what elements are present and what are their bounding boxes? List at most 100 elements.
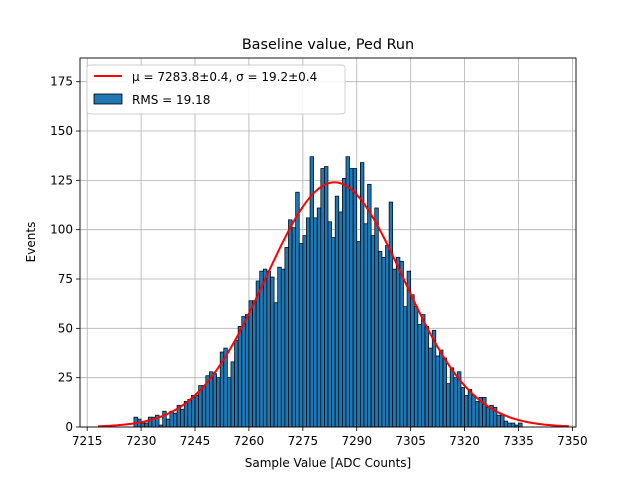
gaussian-fit (97, 181, 569, 428)
histogram-bar (259, 270, 264, 428)
x-tick-label: 7350 (557, 434, 588, 448)
histogram-bar (342, 178, 347, 428)
histogram-bar (446, 383, 451, 428)
histogram-bar (313, 217, 318, 428)
x-tick-label: 7260 (234, 434, 265, 448)
histogram-bar (291, 227, 297, 428)
histogram-bar (510, 422, 516, 428)
x-axis-label: Sample Value [ADC Counts] (245, 456, 411, 470)
histogram-bar (252, 300, 257, 428)
histogram-bar (500, 414, 505, 428)
histogram-bar (266, 270, 271, 428)
histogram-bar (421, 314, 426, 428)
legend: μ = 7283.8±0.4, σ = 19.2±0.4 RMS = 19.18 (86, 64, 346, 115)
histogram-bar (392, 268, 397, 428)
histogram-bar (201, 385, 207, 428)
histogram-bar (187, 399, 192, 428)
fit-curve (97, 181, 569, 428)
histogram-bar (410, 294, 415, 428)
histogram-bar (349, 168, 354, 428)
legend-frame (86, 64, 346, 115)
histogram-bar (316, 207, 322, 428)
y-tick-label: 75 (58, 272, 73, 286)
histogram-bar (140, 422, 146, 428)
histogram-bar (356, 241, 361, 428)
y-axis-label: Events (24, 222, 38, 263)
x-tick-label: 7245 (180, 434, 211, 448)
plot-area-frame (79, 57, 577, 428)
histogram-bar (442, 357, 447, 428)
histogram-bar (212, 373, 217, 428)
histogram-bar (413, 306, 419, 428)
y-tick-label: 175 (50, 75, 73, 89)
histogram-bar (367, 183, 372, 428)
histogram-bar (173, 412, 178, 428)
x-tick-label: 7230 (126, 434, 157, 448)
histogram-bar (298, 243, 304, 428)
histogram-bar (262, 268, 268, 428)
histogram-bar (449, 367, 455, 428)
histogram-bar (280, 268, 286, 428)
histogram-bar (237, 326, 243, 428)
histogram-bar (471, 395, 476, 428)
histogram-bar (277, 266, 282, 428)
histogram-bar (194, 395, 199, 428)
histogram-bar (370, 235, 376, 428)
histogram-bar (453, 377, 458, 428)
histogram-bar (241, 316, 246, 428)
histogram-bar (302, 235, 307, 428)
histogram-bar (403, 306, 408, 428)
histogram-bar (320, 168, 325, 428)
histogram-bar (345, 156, 350, 428)
histogram-bar (435, 355, 440, 428)
histogram-bar (496, 414, 501, 428)
legend-bar-swatch (93, 93, 123, 105)
histogram-bar (381, 256, 386, 428)
histogram-bar (191, 395, 196, 428)
histogram-bar (439, 349, 444, 428)
histogram-bar (244, 314, 250, 428)
histogram-bar (248, 300, 253, 428)
histogram-bar (234, 339, 239, 428)
histogram-bar (464, 395, 469, 428)
histogram-bar (327, 221, 332, 428)
y-tick-label: 25 (58, 371, 73, 385)
histogram-bar (475, 400, 480, 428)
histogram-bar (324, 166, 329, 428)
histogram-bar (255, 280, 261, 428)
histogram-bar (273, 302, 279, 428)
y-axis-ticks: 0 25 50 75 100 125 150 175 (50, 75, 80, 434)
histogram-bar (417, 324, 422, 428)
histogram-bar (428, 347, 433, 428)
histogram-bar (183, 400, 189, 428)
histogram-bar (144, 422, 149, 428)
histogram-bar (284, 247, 289, 428)
x-tick-label: 7320 (449, 434, 480, 448)
legend-fit-label: μ = 7283.8±0.4, σ = 19.2±0.4 (132, 70, 317, 84)
y-tick-label: 100 (50, 223, 73, 237)
histogram-bar (485, 406, 491, 428)
histogram-bar (331, 237, 336, 428)
histogram-bar (270, 276, 275, 428)
histogram-bar (338, 211, 343, 428)
histogram-bar (460, 387, 465, 428)
x-axis-ticks: 7215 7230 7245 7260 7275 7290 7305 7320 7335 7350 (72, 427, 588, 448)
histogram-bar (363, 223, 368, 428)
histogram-bar (467, 389, 473, 428)
y-tick-label: 0 (65, 420, 73, 434)
histogram-bar (165, 418, 171, 428)
histogram-bar (503, 420, 509, 428)
y-tick-label: 50 (58, 321, 73, 335)
histogram-bar (334, 195, 340, 428)
histogram-bar (377, 251, 383, 428)
histogram-bar (216, 377, 221, 428)
histogram-bar (385, 245, 390, 428)
x-tick-label: 7215 (72, 434, 103, 448)
y-tick-label: 125 (50, 173, 73, 187)
x-tick-label: 7290 (341, 434, 372, 448)
histogram-bar (507, 422, 512, 428)
histogram-bar (388, 201, 394, 428)
histogram-bar (288, 219, 293, 428)
histogram-bar (295, 191, 300, 428)
